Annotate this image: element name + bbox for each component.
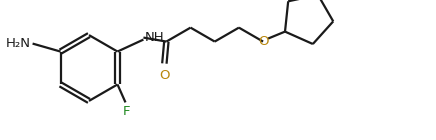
Text: O: O: [258, 35, 268, 48]
Text: F: F: [123, 105, 130, 118]
Text: O: O: [159, 68, 170, 81]
Text: NH: NH: [144, 31, 164, 44]
Text: H₂N: H₂N: [6, 37, 31, 50]
